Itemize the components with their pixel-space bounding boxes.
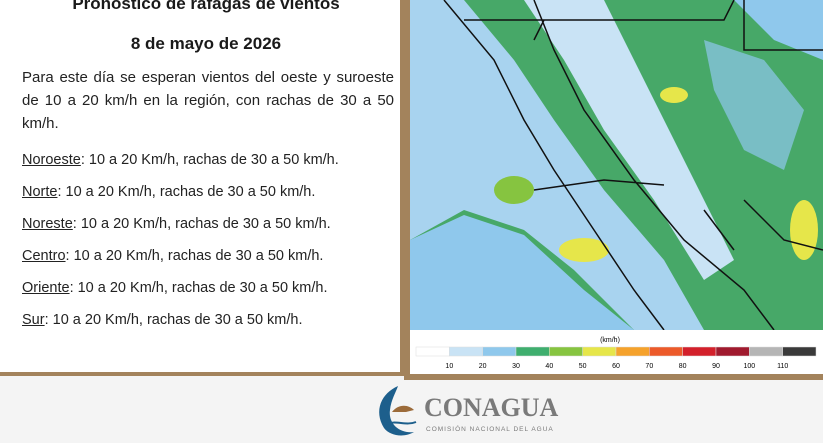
legend-label: 50: [579, 363, 587, 370]
region-forecast: : 10 a 20 Km/h, rachas de 30 a 50 km/h.: [69, 280, 328, 296]
region-forecast: : 10 a 20 Km/h, rachas de 30 a 50 km/h.: [57, 184, 316, 200]
land-wind-zone: [704, 40, 804, 170]
map: (km/h) 10 20 30 40 50 60 70 80 90 100 110: [410, 0, 823, 374]
legend-swatch: [449, 346, 483, 357]
legend-label: 70: [645, 363, 653, 370]
legend: (km/h) 10 20 30 40 50 60 70 80 90 100 110: [415, 337, 817, 370]
region-forecast: : 10 a 20 Km/h, rachas de 30 a 50 km/h.: [72, 216, 331, 232]
region-row: Norte: 10 a 20 Km/h, rachas de 30 a 50 k…: [22, 184, 315, 200]
legend-swatch: [549, 346, 583, 357]
legend-swatch: [749, 346, 783, 357]
legend-label: 110: [777, 363, 788, 370]
legend-swatch: [482, 346, 517, 357]
region-forecast: : 10 a 20 Km/h, rachas de 30 a 50 km/h.: [44, 312, 303, 328]
region-row: Oriente: 10 a 20 Km/h, rachas de 30 a 50…: [22, 280, 328, 296]
coastline: [443, 0, 823, 331]
legend-swatch: [615, 346, 650, 357]
legend-swatch: [582, 346, 617, 357]
region-row: Centro: 10 a 20 Km/h, rachas de 30 a 50 …: [22, 248, 323, 264]
gust-zone: [790, 200, 818, 260]
logo-name: CONAGUA: [424, 393, 559, 422]
logo-icon: [385, 421, 417, 425]
region-forecast: : 10 a 20 Km/h, rachas de 30 a 50 km/h.: [80, 152, 339, 168]
sea-wind-zone: [410, 0, 704, 330]
logo-icon: [392, 405, 414, 412]
gust-zone: [660, 87, 688, 103]
legend-label: 40: [545, 363, 553, 370]
gust-zone: [494, 176, 534, 204]
region-forecast: : 10 a 20 Km/h, rachas de 30 a 50 km/h.: [65, 248, 324, 264]
region-name: Noroeste: [22, 152, 81, 168]
legend-label: 90: [712, 363, 720, 370]
region-name: Oriente: [22, 280, 70, 296]
region-row: Noroeste: 10 a 20 Km/h, rachas de 30 a 5…: [22, 152, 339, 168]
legend-label: 80: [679, 363, 687, 370]
intro-text: Para este día se esperan vientos del oes…: [22, 69, 394, 132]
region-row: Noreste: 10 a 20 Km/h, rachas de 30 a 50…: [22, 216, 331, 232]
logo-graphic: CONAGUA COMISIÓN NACIONAL DEL AGUA: [379, 386, 559, 436]
legend-label: 30: [512, 363, 520, 370]
legend-label: 60: [612, 363, 620, 370]
logo-subtitle: COMISIÓN NACIONAL DEL AGUA: [426, 424, 554, 433]
region-name: Sur: [22, 312, 45, 328]
forecast-panel: Pronóstico de ráfagas de vientos 8 de ma…: [0, 0, 404, 376]
legend-swatch: [649, 346, 683, 357]
legend-swatch: [682, 346, 717, 357]
legend-unit: (km/h): [600, 337, 620, 344]
region-name: Centro: [22, 248, 66, 264]
legend-swatch: [415, 346, 450, 357]
date: 8 de mayo de 2026: [130, 34, 282, 53]
gulf-wind-zone: [524, 0, 734, 280]
gust-zone: [559, 238, 609, 262]
region-name: Noreste: [22, 216, 73, 232]
sea-wind-zone: [410, 215, 634, 330]
legend-swatch: [515, 346, 550, 357]
legend-swatch: [715, 346, 750, 357]
legend-swatch: [782, 346, 817, 357]
logo: CONAGUA COMISIÓN NACIONAL DEL AGUA: [370, 382, 590, 443]
region-row: Sur: 10 a 20 Km/h, rachas de 30 a 50 km/…: [22, 312, 303, 328]
legend-label: 100: [743, 363, 755, 370]
title: Pronóstico de ráfagas de vientos: [72, 0, 340, 13]
legend-label: 20: [479, 363, 487, 370]
map-panel: (km/h) 10 20 30 40 50 60 70 80 90 100 110: [404, 0, 823, 380]
region-name: Norte: [22, 184, 58, 200]
land-wind-zone: [734, 0, 823, 60]
legend-label: 10: [445, 363, 453, 370]
